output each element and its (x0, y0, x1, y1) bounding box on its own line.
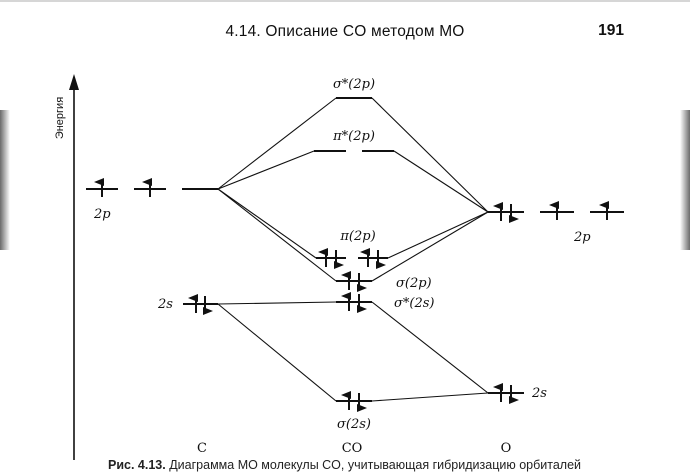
figure-number: Рис. 4.13. (108, 458, 166, 472)
sigma-2s-label: σ(2s) (337, 417, 371, 432)
o-2p-label: 2p (573, 230, 591, 245)
o-2s-label: 2s (531, 386, 547, 401)
connector-o2p-pi-2p (387, 211, 489, 259)
pi-2p-label: π(2p) (339, 229, 375, 244)
energy-axis-arrowhead (69, 74, 79, 90)
c-2p-label: 2p (93, 207, 111, 222)
o-2p-levels (488, 201, 624, 223)
connector-c2p-pi-2p (217, 188, 317, 259)
atom-label-co: CO (342, 441, 363, 456)
connector-c2s-sigma-2s (217, 303, 337, 402)
page-edge-shadow-right (680, 110, 690, 250)
sigma-2p-label: σ(2p) (396, 276, 432, 291)
connector-o2s-sigma-2s (371, 392, 489, 402)
page-edge-shadow-left (0, 110, 10, 250)
connector-c2p-sigma-star-2p (217, 97, 337, 190)
top-rule (0, 0, 690, 2)
connector-o2p-sigma-2p (371, 211, 489, 282)
connector-o2p-pi-star-2p (393, 150, 489, 213)
sigma-star-2p-label: σ*(2p) (333, 77, 375, 92)
pi-star-2p-label: π*(2p) (332, 129, 375, 144)
c-2s-label: 2s (157, 297, 173, 312)
energy-axis-label: Энергия (54, 97, 66, 139)
connector-c2s-sigma-star-2s (217, 301, 337, 305)
running-head: 4.14. Описание CO методом МО (225, 23, 465, 40)
atom-label-c: C (197, 441, 207, 456)
connector-c2p-pi-star-2p (217, 150, 315, 190)
c-2p-levels (86, 178, 218, 197)
connector-o2s-sigma-star-2s (371, 301, 489, 394)
atom-label-o: O (501, 441, 512, 456)
figure-caption: Рис. 4.13. Диаграмма МО молекулы CO, учи… (108, 458, 688, 472)
figure-caption-text: Диаграмма МО молекулы CO, учитывающая ги… (169, 458, 582, 472)
sigma-star-2s-label: σ*(2s) (394, 296, 434, 311)
connector-o2p-sigma-star-2p (371, 97, 489, 213)
page-number: 191 (598, 22, 624, 39)
correlation-lines (217, 97, 489, 402)
connector-c2p-sigma-2p (217, 188, 337, 282)
